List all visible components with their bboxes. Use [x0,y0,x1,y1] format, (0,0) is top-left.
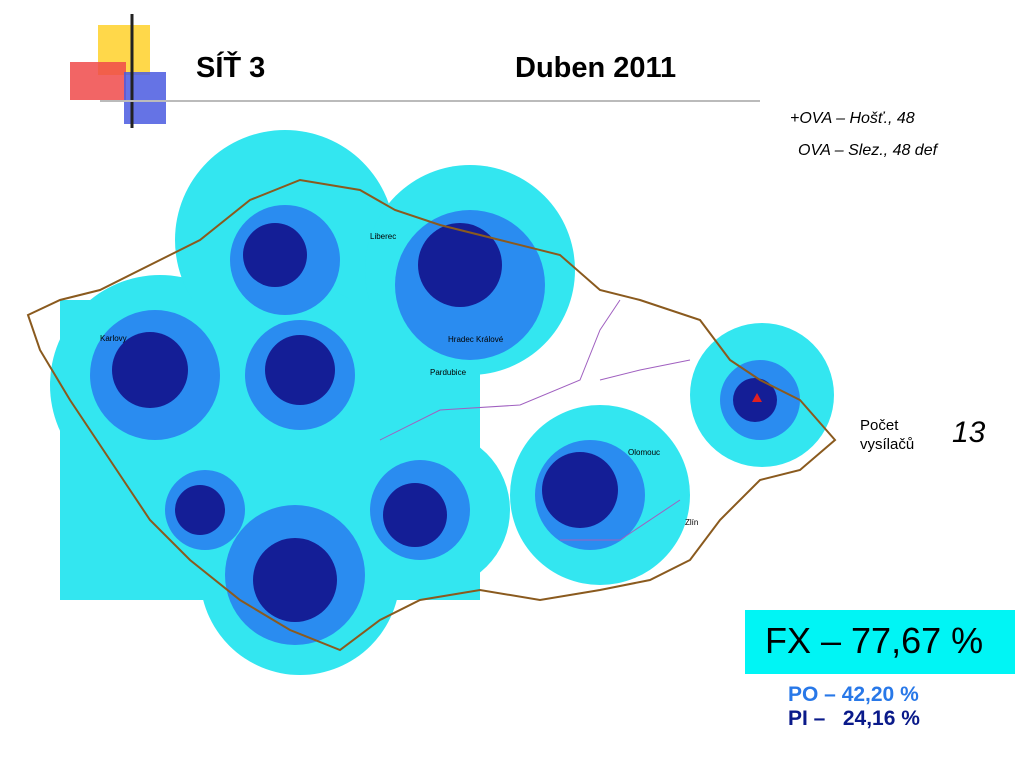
place-label: Olomouc [628,448,661,457]
date: Duben 2011 [515,52,677,84]
place-label: Karlovy [100,334,127,343]
title: SÍŤ 3 [196,52,266,84]
count-value: 13 [952,416,986,449]
fx-box [745,610,1015,674]
note: +OVA – Hošť., 48 [790,110,915,127]
logo-blue [124,72,166,124]
place-label: Zlín [685,518,699,527]
fx-value: FX – 77,67 % [765,620,984,661]
country-border [26,178,837,652]
count-label-line: vysílačů [860,436,915,453]
coverage-strong [112,223,777,622]
region-borders [379,299,691,541]
count-label: Počet vysílačů [860,416,914,454]
note: OVA – Slez., 48 def [798,142,938,159]
place-label: Hradec Králové [448,335,504,344]
po-value: PO – 42,20 % [788,683,919,706]
transmitter-marker [752,393,762,402]
coverage-map [26,130,837,675]
count-label-line: Počet [860,417,899,434]
logo-red [70,62,126,100]
pi-value: PI – 24,16 % [788,707,920,730]
place-label: Liberec [370,232,397,241]
place-label: Pardubice [430,368,467,377]
